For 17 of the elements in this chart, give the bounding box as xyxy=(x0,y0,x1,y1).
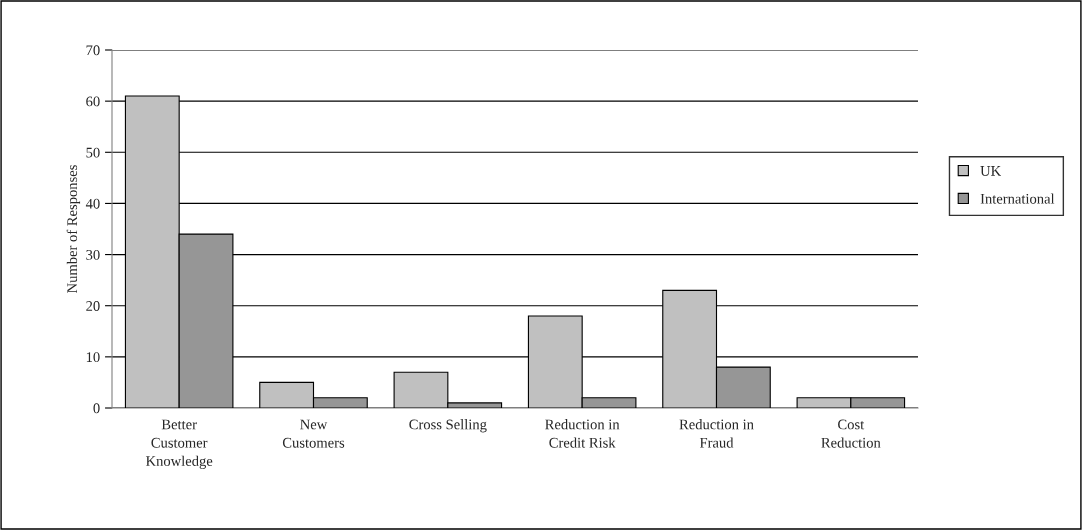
y-tick-label: 0 xyxy=(93,403,100,414)
y-tick-label: 70 xyxy=(86,45,100,56)
y-tick-label: 10 xyxy=(86,352,100,363)
x-tick-label: Better Customer Knowledge xyxy=(145,419,213,469)
y-tick-label: 30 xyxy=(86,249,100,260)
legend-label: International xyxy=(980,193,1055,204)
x-tick-label: Reduction in Fraud xyxy=(679,419,754,448)
x-tick-label: Cost Reduction xyxy=(821,419,881,448)
x-tick-label: Cross Selling xyxy=(409,419,487,433)
y-tick-label: 50 xyxy=(86,147,100,158)
y-tick-label: 60 xyxy=(86,96,100,107)
x-tick-label: New Customers xyxy=(282,419,345,448)
y-tick-label: 20 xyxy=(86,301,100,311)
y-tick-label: 40 xyxy=(85,198,100,209)
y-axis-title: Number of Responses xyxy=(66,165,81,293)
x-tick-label: Reduction in Credit Risk xyxy=(545,419,620,448)
legend-label: UK xyxy=(980,166,1002,176)
